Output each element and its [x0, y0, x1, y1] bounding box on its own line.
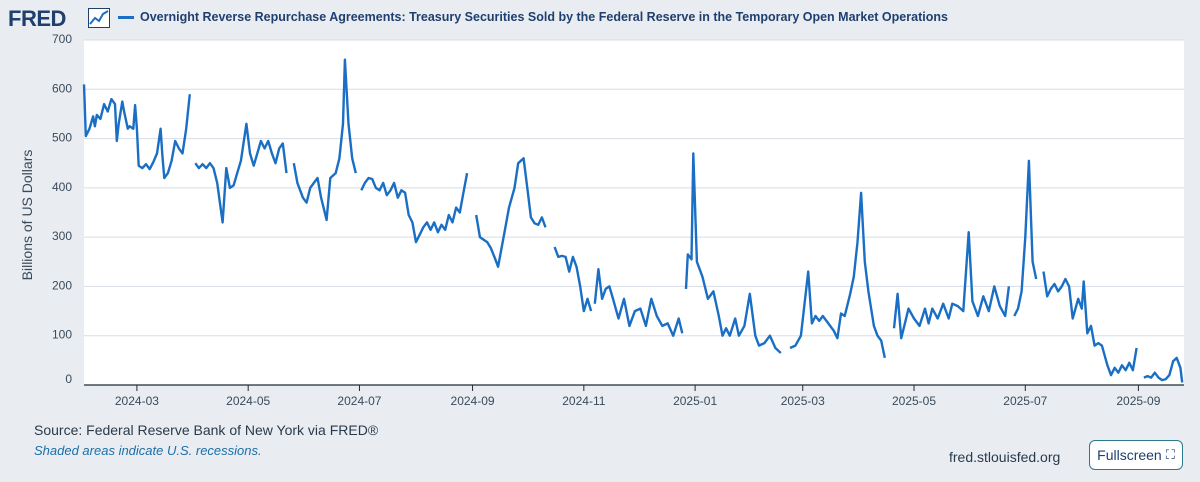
series-line-segment — [360, 172, 469, 244]
source-text: Source: Federal Reserve Bank of New York… — [34, 422, 379, 438]
y-axis-ticks: 0 100 200 300 400 500 600 700 — [52, 32, 72, 386]
recession-note: Shaded areas indicate U.S. recessions. — [34, 443, 262, 458]
fred-logo[interactable]: FRED — [8, 6, 66, 31]
x-tick-label: 2024-05 — [226, 394, 270, 408]
y-axis-label: Billions of US Dollars — [19, 150, 35, 281]
x-tick-label: 2025-01 — [673, 394, 717, 408]
x-tick-label: 2025-07 — [1003, 394, 1047, 408]
x-tick-label: 2024-03 — [115, 394, 159, 408]
fullscreen-button[interactable]: Fullscreen ⛶ — [1089, 440, 1183, 470]
y-tick-label: 0 — [65, 372, 72, 386]
x-tick-label: 2025-03 — [781, 394, 825, 408]
series-line-segment — [1042, 271, 1138, 377]
x-tick-label: 2025-05 — [892, 394, 936, 408]
series-lines — [82, 58, 1184, 383]
y-tick-label: 300 — [52, 229, 72, 243]
series-line-segment — [194, 122, 288, 224]
series-line-segment — [292, 58, 357, 222]
series-line-segment — [684, 152, 782, 354]
series-line-segment — [475, 157, 547, 268]
x-tick-label: 2024-07 — [337, 394, 381, 408]
expand-icon: ⛶ — [1165, 447, 1175, 462]
series-line-segment — [593, 268, 684, 337]
y-tick-label: 400 — [52, 180, 72, 194]
y-tick-label: 600 — [52, 81, 72, 95]
fullscreen-label: Fullscreen — [1097, 447, 1162, 463]
series-line-segment — [789, 191, 886, 359]
x-tick-label: 2024-09 — [451, 394, 495, 408]
y-tick-label: 200 — [52, 278, 72, 292]
x-tick-label: 2024-11 — [562, 394, 605, 408]
x-tick-label: 2025-09 — [1116, 394, 1160, 408]
gridlines — [84, 39, 1184, 386]
plot-area — [84, 40, 1184, 385]
y-tick-label: 500 — [52, 131, 72, 145]
chart-header: FRED Overnight Reverse Repurchase Agreem… — [0, 0, 1200, 36]
y-tick-label: 100 — [52, 328, 72, 342]
series-line-segment — [553, 246, 593, 313]
series-line-segment — [892, 230, 1011, 340]
chart-title: Overnight Reverse Repurchase Agreements:… — [140, 10, 948, 24]
series-line-segment — [82, 84, 191, 180]
series-line-segment — [1143, 356, 1184, 383]
site-link[interactable]: fred.stlouisfed.org — [949, 449, 1061, 465]
legend-swatch — [118, 16, 134, 19]
series-line-segment — [1013, 159, 1038, 317]
line-chart-icon — [88, 8, 110, 28]
y-tick-label: 700 — [52, 32, 72, 46]
x-axis-ticks: 2024-03 2024-05 2024-07 2024-09 2024-11 2025-… — [115, 385, 1161, 408]
